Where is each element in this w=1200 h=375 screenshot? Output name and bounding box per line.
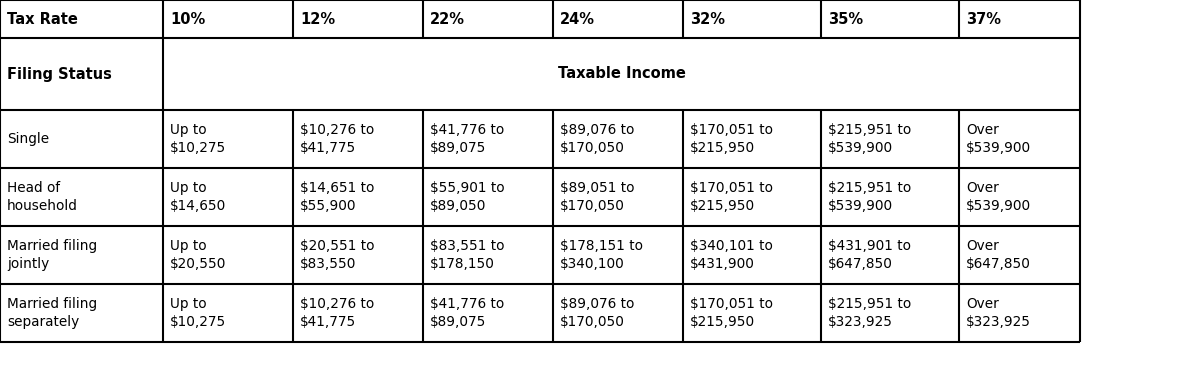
Text: Married filing
separately: Married filing separately [7,297,97,328]
Text: $215,951 to
$539,900: $215,951 to $539,900 [828,123,911,154]
Text: Over
$539,900: Over $539,900 [966,123,1031,154]
Text: $170,051 to
$215,950: $170,051 to $215,950 [690,123,773,154]
Text: 22%: 22% [430,12,466,27]
Text: $170,051 to
$215,950: $170,051 to $215,950 [690,182,773,213]
Text: Married filing
jointly: Married filing jointly [7,239,97,271]
Text: Tax Rate: Tax Rate [7,12,78,27]
Text: Over
$323,925: Over $323,925 [966,297,1031,328]
Text: $89,051 to
$170,050: $89,051 to $170,050 [560,182,635,213]
Text: Over
$647,850: Over $647,850 [966,239,1031,271]
Text: Taxable Income: Taxable Income [558,66,685,81]
Text: Up to
$10,275: Up to $10,275 [170,123,227,154]
Text: $170,051 to
$215,950: $170,051 to $215,950 [690,297,773,328]
Text: Up to
$20,550: Up to $20,550 [170,239,227,271]
Text: 24%: 24% [560,12,595,27]
Text: $41,776 to
$89,075: $41,776 to $89,075 [430,123,504,154]
Text: 37%: 37% [966,12,1001,27]
Text: $20,551 to
$83,550: $20,551 to $83,550 [300,239,374,271]
Text: Over
$539,900: Over $539,900 [966,182,1031,213]
Text: 35%: 35% [828,12,863,27]
Text: Head of
household: Head of household [7,182,78,213]
Text: $10,276 to
$41,775: $10,276 to $41,775 [300,297,374,328]
Text: $215,951 to
$539,900: $215,951 to $539,900 [828,182,911,213]
Text: $89,076 to
$170,050: $89,076 to $170,050 [560,297,635,328]
Text: $431,901 to
$647,850: $431,901 to $647,850 [828,239,911,271]
Text: $178,151 to
$340,100: $178,151 to $340,100 [560,239,643,271]
Text: $340,101 to
$431,900: $340,101 to $431,900 [690,239,773,271]
Text: $14,651 to
$55,900: $14,651 to $55,900 [300,182,374,213]
Text: Single: Single [7,132,49,146]
Text: Filing Status: Filing Status [7,66,112,81]
Text: 32%: 32% [690,12,725,27]
Text: $83,551 to
$178,150: $83,551 to $178,150 [430,239,504,271]
Text: $215,951 to
$323,925: $215,951 to $323,925 [828,297,911,328]
Text: $10,276 to
$41,775: $10,276 to $41,775 [300,123,374,154]
Text: $55,901 to
$89,050: $55,901 to $89,050 [430,182,505,213]
Text: $89,076 to
$170,050: $89,076 to $170,050 [560,123,635,154]
Text: Up to
$14,650: Up to $14,650 [170,182,227,213]
Text: 10%: 10% [170,12,205,27]
Text: 12%: 12% [300,12,335,27]
Text: $41,776 to
$89,075: $41,776 to $89,075 [430,297,504,328]
Text: Up to
$10,275: Up to $10,275 [170,297,227,328]
